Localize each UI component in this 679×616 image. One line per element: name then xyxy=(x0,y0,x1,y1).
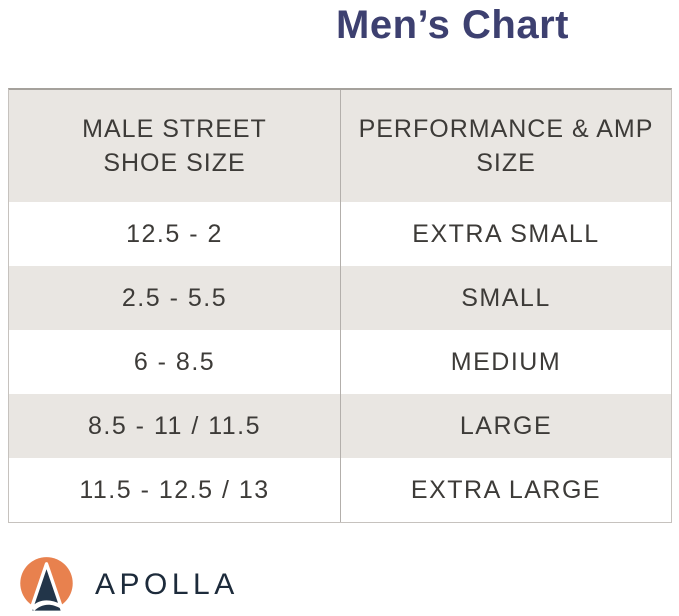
table-row: 8.5 - 11 / 11.5 LARGE xyxy=(9,394,671,458)
product-size-value: MEDIUM xyxy=(340,330,671,394)
apolla-logo-icon xyxy=(20,557,73,614)
header-performance-amp-size: PERFORMANCE & AMP SIZE xyxy=(340,90,671,202)
logo-a-outline xyxy=(28,562,65,614)
logo-swoosh xyxy=(31,600,62,612)
page-title: Men’s Chart xyxy=(336,3,569,47)
table-row: 11.5 - 12.5 / 13 EXTRA LARGE xyxy=(9,458,671,522)
shoe-size-value: 2.5 - 5.5 xyxy=(121,283,228,312)
shoe-size-value: 12.5 - 2 xyxy=(126,219,223,248)
shoe-size-value: 11.5 - 12.5 / 13 xyxy=(79,475,270,504)
header-shoe-size: MALE STREET SHOE SIZE xyxy=(82,115,267,177)
mens-size-table: MALE STREET SHOE SIZE PERFORMANCE & AMP … xyxy=(8,88,672,523)
table-header-row: MALE STREET SHOE SIZE PERFORMANCE & AMP … xyxy=(9,90,671,202)
logo-a-shape xyxy=(29,563,64,613)
brand-name: APOLLA xyxy=(95,568,239,601)
table-row: 2.5 - 5.5 SMALL xyxy=(9,266,671,330)
brand-footer: APOLLA xyxy=(18,555,239,615)
shoe-size-value: 8.5 - 11 / 11.5 xyxy=(87,411,262,440)
product-size-value: SMALL xyxy=(340,266,671,330)
product-size-value: EXTRA LARGE xyxy=(340,458,671,522)
table-row: 12.5 - 2 EXTRA SMALL xyxy=(9,202,671,266)
table-row: 6 - 8.5 MEDIUM xyxy=(9,330,671,394)
product-size-value: EXTRA SMALL xyxy=(340,202,671,266)
product-size-value: LARGE xyxy=(340,394,671,458)
shoe-size-value: 6 - 8.5 xyxy=(133,347,216,376)
